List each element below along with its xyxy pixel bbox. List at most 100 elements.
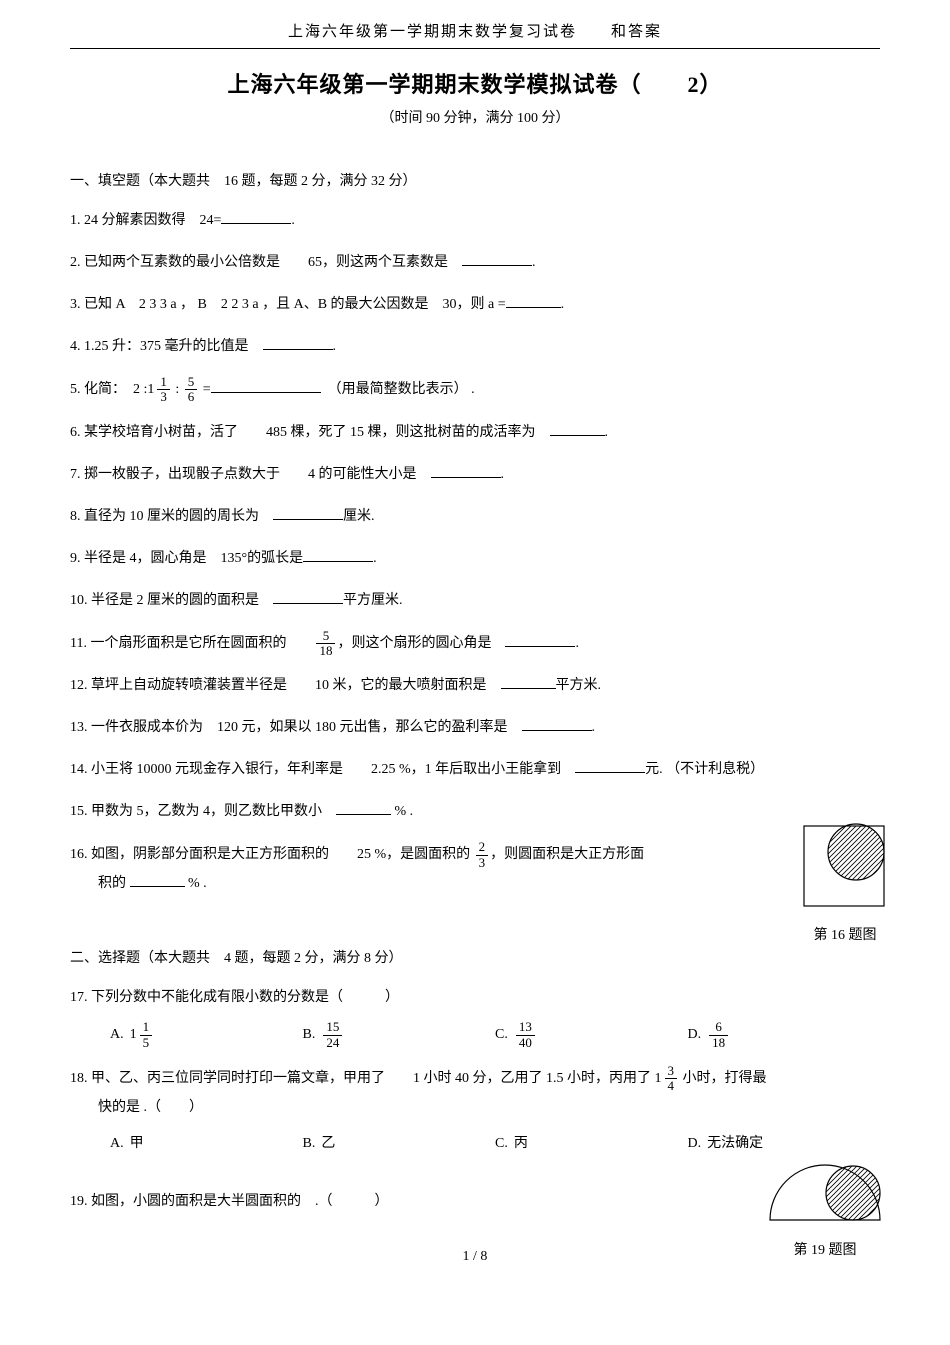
q18b-txt: 乙 — [321, 1130, 335, 1158]
question-13: 13. 一件衣服成本价为 120 元，如果以 180 元出售，那么它的盈利率是 … — [70, 714, 880, 742]
figure-19: 第 19 题图 — [760, 1158, 890, 1263]
q1-blank — [221, 210, 291, 224]
q1-text-a: 1. 24 分解素因数得 24= — [70, 213, 221, 228]
q3-text-a: 3. 已知 A 2 3 3 a ， B 2 2 3 a ，且 A、B 的最大公因… — [70, 297, 506, 312]
q18d-txt: 无法确定 — [707, 1130, 763, 1158]
q12-text-a: 12. 草坪上自动旋转喷灌装置半径是 10 米，它的最大喷射面积是 — [70, 678, 501, 693]
q15-blank — [336, 801, 391, 815]
q2-text-a: 2. 已知两个互素数的最小公倍数是 65，则这两个互素数是 — [70, 255, 462, 270]
q9-blank — [303, 548, 373, 562]
q9-text-a: 9. 半径是 4，圆心角是 135°的弧长是 — [70, 551, 303, 566]
q4-text-a: 4. 1.25 升：375 毫升的比值是 — [70, 339, 263, 354]
q18-whole: 1 — [655, 1065, 662, 1093]
q9-text-b: . — [373, 551, 377, 566]
q18-text-a: 18. 甲、乙、丙三位同学同时打印一篇文章，甲用了 1 小时 40 分，乙用了 … — [70, 1071, 655, 1086]
q16-den: 3 — [476, 856, 489, 870]
q15-text-a: 15. 甲数为 5，乙数为 4，则乙数比甲数小 — [70, 804, 336, 819]
question-3: 3. 已知 A 2 3 3 a ， B 2 2 3 a ，且 A、B 的最大公因… — [70, 291, 880, 319]
question-10: 10. 半径是 2 厘米的圆的面积是 平方厘米. — [70, 587, 880, 615]
q10-text-b: 平方厘米. — [343, 593, 403, 608]
q5-f1-den: 3 — [157, 390, 170, 404]
q18-opt-b: B.乙 — [303, 1130, 496, 1158]
q10-text-a: 10. 半径是 2 厘米的圆的面积是 — [70, 593, 273, 608]
question-11: 11. 一个扇形面积是它所在圆面积的 518，则这个扇形的圆心角是 . — [70, 629, 880, 659]
q16-text-c: 积的 — [70, 876, 130, 891]
q7-blank — [431, 464, 501, 478]
q18-opt-a: A.甲 — [110, 1130, 303, 1158]
q6-text-b: . — [605, 425, 609, 440]
q18b-lbl: B. — [303, 1130, 316, 1158]
figure-16-svg — [800, 822, 890, 912]
q5-f2-den: 6 — [185, 390, 198, 404]
q2-blank — [462, 252, 532, 266]
q8-blank — [273, 506, 343, 520]
q18-opt-d: D.无法确定 — [688, 1130, 881, 1158]
q11-text-c: . — [575, 636, 579, 651]
q11-den: 18 — [316, 644, 335, 658]
question-4: 4. 1.25 升：375 毫升的比值是 . — [70, 333, 880, 361]
q4-blank — [263, 336, 333, 350]
q8-text-a: 8. 直径为 10 厘米的圆的周长为 — [70, 509, 273, 524]
question-18: 18. 甲、乙、丙三位同学同时打印一篇文章，甲用了 1 小时 40 分，乙用了 … — [70, 1064, 880, 1158]
question-6: 6. 某学校培育小树苗，活了 485 棵，死了 15 棵，则这批树苗的成活率为 … — [70, 419, 880, 447]
q16-text-a: 16. 如图，阴影部分面积是大正方形面积的 25 %，是圆面积的 — [70, 847, 474, 862]
page-footer: 1 / 8 — [70, 1246, 880, 1268]
q7-text-b: . — [501, 467, 505, 482]
q3-blank — [506, 294, 561, 308]
q17-text: 17. 下列分数中不能化成有限小数的分数是（ ） — [70, 984, 880, 1012]
q17c-den: 40 — [516, 1036, 535, 1050]
question-15: 15. 甲数为 5，乙数为 4，则乙数比甲数小 % . — [70, 798, 880, 826]
q17d-lbl: D. — [688, 1021, 702, 1049]
figure-16: 第 16 题图 — [800, 822, 890, 947]
q3-text-b: . — [561, 297, 565, 312]
q16-blank — [130, 873, 185, 887]
section-1-head: 一、填空题（本大题共 16 题，每题 2 分，满分 32 分） — [70, 171, 880, 193]
q2-text-b: . — [532, 255, 536, 270]
q18a-txt: 甲 — [130, 1130, 144, 1158]
figure-19-svg — [760, 1158, 890, 1228]
question-5: 5. 化简： 2 :113 : 56 = （用最简整数比表示） . — [70, 375, 880, 405]
q5-f1-num: 1 — [157, 375, 170, 390]
question-1: 1. 24 分解素因数得 24=. — [70, 207, 880, 235]
q5-blank — [211, 379, 321, 393]
q1-text-b: . — [291, 213, 295, 228]
q11-blank — [505, 633, 575, 647]
q18-opt-c: C.丙 — [495, 1130, 688, 1158]
q5-whole: 1 — [147, 376, 154, 404]
q14-blank — [575, 759, 645, 773]
q7-text-a: 7. 掷一枚骰子，出现骰子点数大于 4 的可能性大小是 — [70, 467, 431, 482]
q17a-den: 5 — [140, 1036, 153, 1050]
q16-text-d: % . — [185, 876, 207, 891]
q13-text-b: . — [592, 720, 596, 735]
q6-text-a: 6. 某学校培育小树苗，活了 485 棵，死了 15 棵，则这批树苗的成活率为 — [70, 425, 550, 440]
q17c-num: 13 — [516, 1020, 535, 1035]
q17b-den: 24 — [323, 1036, 342, 1050]
q5-text-b: = — [199, 382, 210, 397]
section-2-head: 二、选择题（本大题共 4 题，每题 2 分，满分 8 分） — [70, 948, 880, 970]
q18c-txt: 丙 — [514, 1130, 528, 1158]
q5-mid1: : — [172, 382, 183, 397]
question-16: 16. 如图，阴影部分面积是大正方形面积的 25 %，是圆面积的 23，则圆面积… — [70, 840, 880, 898]
question-12: 12. 草坪上自动旋转喷灌装置半径是 10 米，它的最大喷射面积是 平方米. — [70, 672, 880, 700]
q18-den: 4 — [665, 1079, 678, 1093]
question-8: 8. 直径为 10 厘米的圆的周长为 厘米. — [70, 503, 880, 531]
q18-text-c: 快的是 .（ ） — [70, 1094, 880, 1122]
q12-text-b: 平方米. — [556, 678, 602, 693]
q17a-lbl: A. — [110, 1021, 124, 1049]
q11-num: 5 — [316, 629, 335, 644]
q18-text-b: 小时，打得最 — [679, 1071, 767, 1086]
q17-opt-d: D. 618 — [688, 1020, 881, 1050]
q17a-whole: 1 — [130, 1021, 137, 1049]
q14-text-a: 14. 小王将 10000 元现金存入银行，年利率是 2.25 %，1 年后取出… — [70, 762, 575, 777]
question-7: 7. 掷一枚骰子，出现骰子点数大于 4 的可能性大小是 . — [70, 461, 880, 489]
question-14: 14. 小王将 10000 元现金存入银行，年利率是 2.25 %，1 年后取出… — [70, 756, 880, 784]
q18a-lbl: A. — [110, 1130, 124, 1158]
q14-text-b: 元. （不计利息税） — [645, 762, 764, 777]
q17d-num: 6 — [709, 1020, 728, 1035]
q17d-den: 18 — [709, 1036, 728, 1050]
q17-opt-b: B.1524 — [303, 1020, 496, 1050]
q12-blank — [501, 675, 556, 689]
question-9: 9. 半径是 4，圆心角是 135°的弧长是. — [70, 545, 880, 573]
q17c-lbl: C. — [495, 1021, 508, 1049]
q13-blank — [522, 717, 592, 731]
